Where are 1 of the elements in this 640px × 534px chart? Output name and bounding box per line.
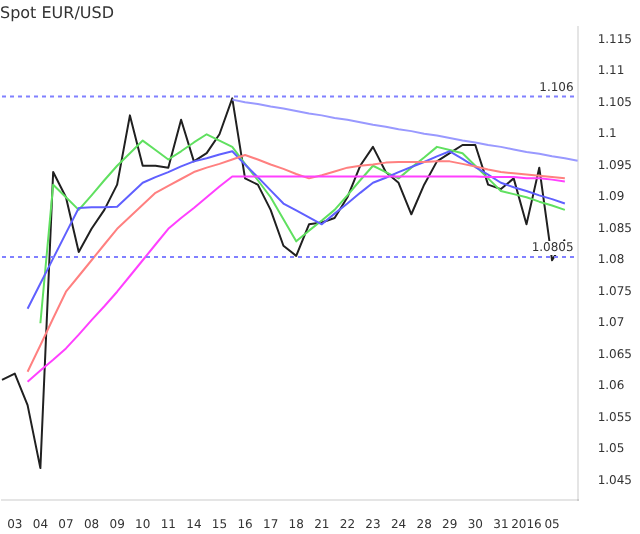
chart-title: Spot EUR/USD (0, 3, 114, 22)
